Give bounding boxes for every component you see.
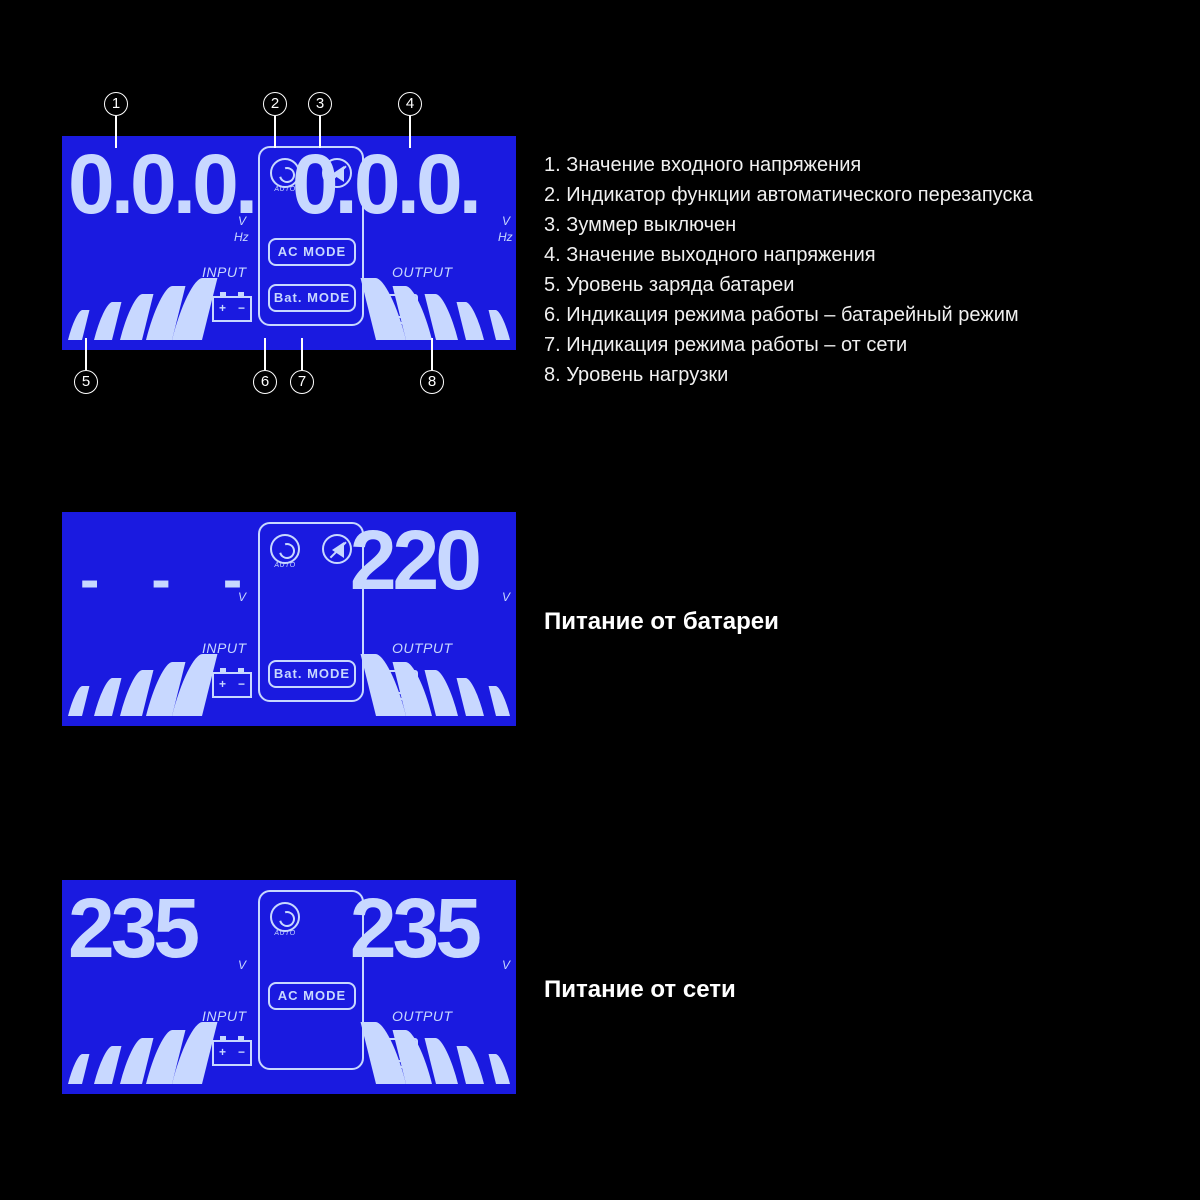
input-unit-v: V [238,214,246,228]
callout-7: 7 [290,370,314,394]
lcd-panel: - - -220VVINPUTOUTPUTAUTOBat. MODE+− [62,512,516,726]
auto-label: AUTO [270,562,300,569]
input-unit-v: V [238,958,246,972]
legend-item: 5. Уровень заряда батареи [544,270,1033,300]
load-level-bars [370,1014,510,1084]
output-unit-v: V [502,590,510,604]
callout-8: 8 [420,370,444,394]
auto-label: AUTO [270,186,300,193]
output-value: 220 [350,518,478,602]
callout-5: 5 [74,370,98,394]
auto-restart-icon [270,534,300,564]
lcd-panel: 0.0.0.0.0.0.VHzVHzINPUTOUTPUTAUTOAC MODE… [62,136,516,350]
auto-label: AUTO [270,930,300,937]
callout-1: 1 [104,92,128,116]
battery-icon: +− [212,296,252,322]
bat-mode-indicator: Bat. MODE [268,284,356,312]
legend-item: 8. Уровень нагрузки [544,360,1033,390]
input-dashes: - - - [80,546,260,613]
legend-item: 6. Индикация режима работы – батарейный … [544,300,1033,330]
mode-box: AUTO AC MODE Bat. MODE [258,146,364,326]
buzzer-off-icon [322,534,352,564]
buzzer-off-icon [322,158,352,188]
caption-mains: Питание от сети [544,976,736,1004]
legend-item: 3. Зуммер выключен [544,210,1033,240]
legend-item: 1. Значение входного напряжения [544,150,1033,180]
caption-battery: Питание от батареи [544,608,779,636]
battery-level-bars [68,1014,208,1084]
mode-box: AUTO AC MODE [258,890,364,1070]
legend-item: 4. Значение выходного напряжения [544,240,1033,270]
input-value: 235 [68,886,196,970]
output-value: 235 [350,886,478,970]
load-level-bars [370,270,510,340]
load-level-bars [370,646,510,716]
bat-mode-indicator: Bat. MODE [268,660,356,688]
battery-level-bars [68,646,208,716]
mode-box: AUTO Bat. MODE [258,522,364,702]
input-unit-v: V [238,590,246,604]
legend-item: 7. Индикация режима работы – от сети [544,330,1033,360]
callout-2: 2 [263,92,287,116]
legend-list: 1. Значение входного напряжения 2. Индик… [544,150,1033,390]
output-unit-hz: Hz [498,230,513,244]
callout-4: 4 [398,92,422,116]
ac-mode-indicator: AC MODE [268,982,356,1010]
lcd-panel: 235235VVINPUTOUTPUTAUTOAC MODE+− [62,880,516,1094]
output-unit-v: V [502,214,510,228]
auto-restart-icon [270,158,300,188]
ac-mode-indicator: AC MODE [268,238,356,266]
callout-3: 3 [308,92,332,116]
battery-icon: +− [212,672,252,698]
battery-icon: +− [212,1040,252,1066]
output-unit-v: V [502,958,510,972]
input-unit-hz: Hz [234,230,249,244]
callout-6: 6 [253,370,277,394]
battery-level-bars [68,270,208,340]
legend-item: 2. Индикатор функции автоматического пер… [544,180,1033,210]
input-value: 0.0.0. [68,142,254,226]
auto-restart-icon [270,902,300,932]
